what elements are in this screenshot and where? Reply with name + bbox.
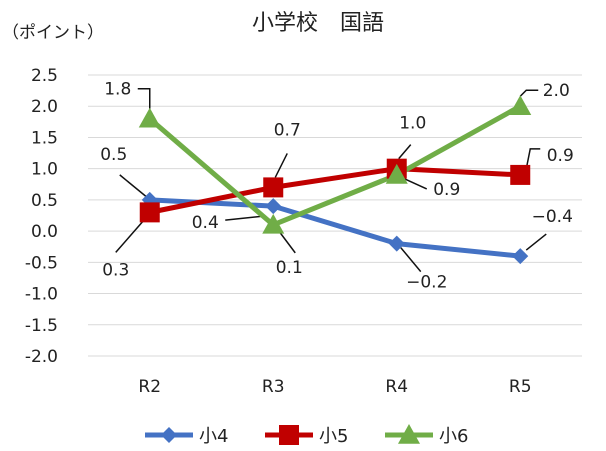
series-line (147, 103, 523, 228)
label-leader-line (404, 178, 428, 190)
series-markers (138, 95, 532, 265)
label-leader-line (137, 87, 151, 109)
data-label: −0.4 (532, 207, 573, 227)
data-point-marker (385, 163, 408, 184)
y-tick-label: 1.5 (31, 128, 58, 148)
y-tick-label: -1.5 (25, 316, 58, 336)
data-point-marker (263, 177, 284, 198)
data-labels: 0.5 0.4 −0.2 −0.4 0.3 0.7 1.0 0.9 1.8 0.1 0.9 2.0 (100, 80, 574, 293)
y-tick-label: -1.0 (25, 285, 58, 305)
y-axis-ticks: 2.5 2.0 1.5 1.0 0.5 0.0 -0.5 -1.0 -1.5 -2.0 (25, 66, 58, 367)
data-label: 1.8 (104, 80, 131, 100)
x-axis-ticks: R2 R3 R4 R5 (138, 377, 531, 397)
data-label: 0.9 (547, 146, 574, 166)
data-point-marker (161, 427, 177, 443)
y-tick-label: 0.0 (31, 222, 58, 242)
gridlines (88, 74, 582, 357)
data-label: 0.3 (102, 260, 129, 280)
data-point-marker (138, 107, 161, 128)
label-leader-lines (115, 87, 547, 273)
label-leader-line (119, 174, 149, 199)
y-tick-label: 0.5 (31, 191, 58, 211)
series-line (147, 166, 523, 215)
legend-label: 小5 (319, 426, 348, 447)
x-tick-label: R2 (138, 377, 161, 397)
x-tick-label: R5 (509, 377, 532, 397)
data-point-marker (512, 248, 529, 265)
data-label: 0.5 (100, 145, 127, 165)
legend: 小4 小5 小6 (145, 424, 468, 447)
data-label: 2.0 (543, 81, 570, 101)
y-tick-label: 1.0 (31, 160, 58, 180)
label-leader-line (225, 215, 264, 221)
data-label: −0.2 (406, 273, 447, 293)
series-line (147, 197, 523, 259)
data-point-marker (509, 95, 532, 116)
label-leader-line (398, 144, 412, 160)
data-point-marker (139, 202, 160, 223)
data-point-marker (510, 164, 531, 185)
data-point-marker (262, 213, 285, 234)
label-leader-line (519, 89, 539, 97)
data-label: 1.0 (399, 114, 426, 134)
x-tick-label: R4 (385, 377, 408, 397)
legend-label: 小6 (439, 426, 468, 447)
y-tick-label: -2.0 (25, 347, 58, 367)
data-label: 0.1 (276, 258, 303, 278)
y-tick-label: 2.5 (31, 66, 58, 86)
data-label: 0.9 (433, 180, 460, 200)
label-leader-line (274, 153, 288, 178)
x-tick-label: R3 (262, 377, 285, 397)
y-tick-label: -0.5 (25, 253, 58, 273)
legend-label: 小4 (199, 426, 228, 447)
label-leader-line (525, 148, 541, 170)
data-point-marker (398, 424, 420, 444)
chart-title: 小学校 国語 (252, 11, 384, 36)
series-lines (147, 103, 523, 259)
label-leader-line (400, 247, 422, 273)
data-point-marker (279, 425, 299, 445)
data-point-marker (388, 235, 405, 252)
y-tick-label: 2.0 (31, 97, 58, 117)
label-leader-line (115, 219, 145, 253)
y-axis-unit-label: （ポイント） (2, 23, 104, 43)
data-label: 0.4 (192, 213, 219, 233)
data-point-marker (265, 198, 282, 215)
data-label: 0.7 (274, 120, 301, 140)
label-leader-line (525, 233, 547, 251)
